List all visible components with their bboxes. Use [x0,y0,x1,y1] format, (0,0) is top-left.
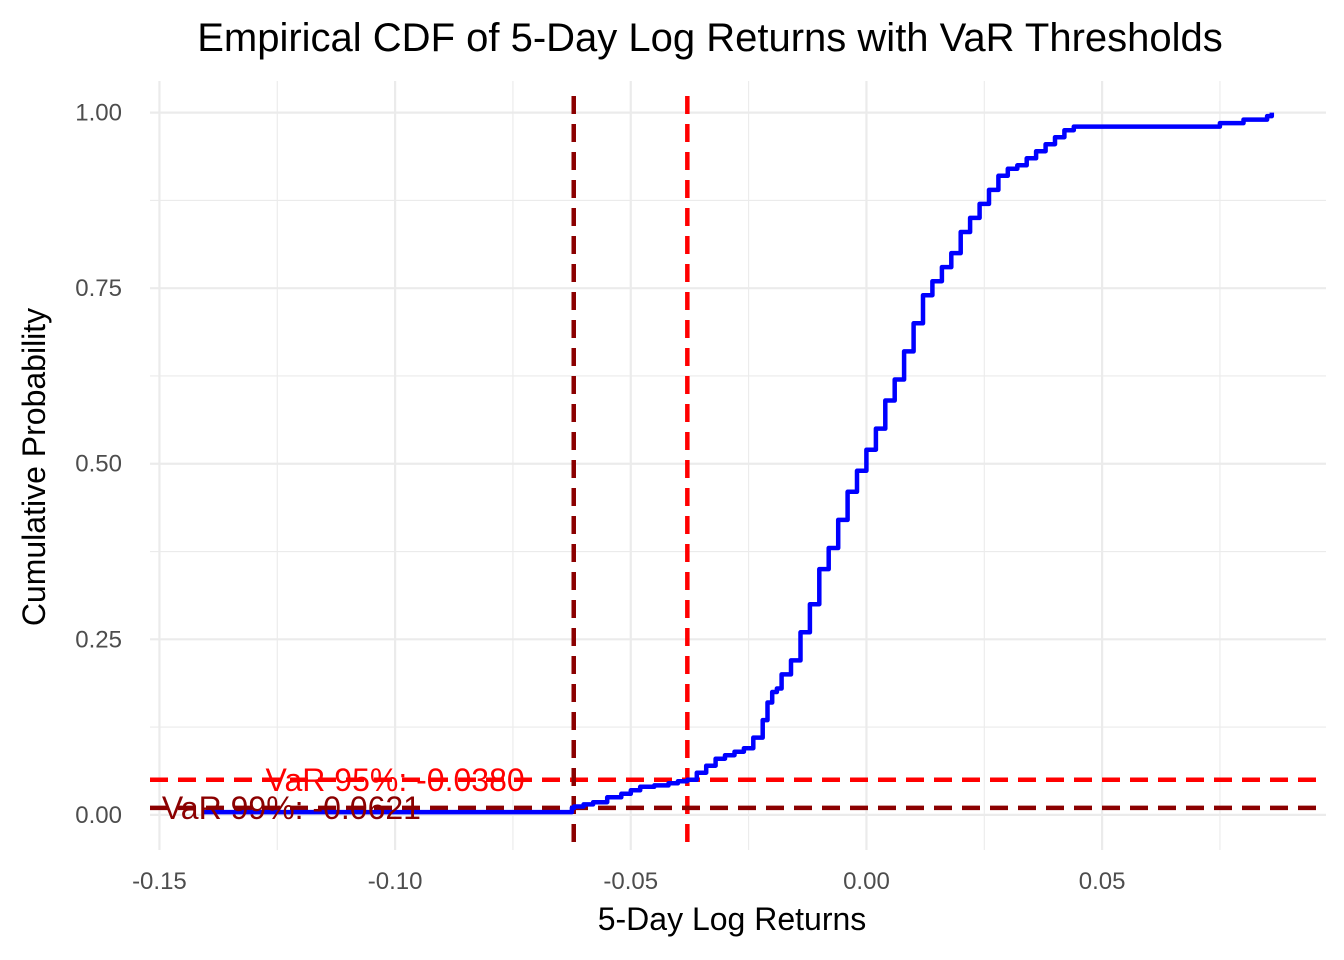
threshold-lines [150,96,1326,850]
x-axis-title: 5-Day Log Returns [598,901,867,937]
y-axis-title: Cumulative Probability [16,308,52,626]
var-threshold-label-1: VaR 99%: -0.0621 [162,790,421,826]
ecdf-series-line-0 [201,112,1275,815]
series-layer [201,112,1275,815]
y-tick-label-1: 0.25 [75,626,122,653]
y-tick-label-3: 0.75 [75,275,122,302]
y-tick-label-2: 0.50 [75,451,122,478]
x-tick-label-0: -0.15 [132,868,187,895]
x-tick-label-2: -0.05 [603,868,658,895]
chart-title: Empirical CDF of 5-Day Log Returns with … [197,16,1223,60]
y-tick-label-4: 1.00 [75,100,122,127]
y-axis-tick-labels: 0.00 0.25 0.50 0.75 1.00 [75,100,122,829]
grid-lines [150,81,1326,850]
var-threshold-label-0: VaR 95%: -0.0380 [266,762,525,798]
x-axis-tick-labels: -0.15 -0.10 -0.05 0.00 0.05 [132,868,1125,895]
y-tick-label-0: 0.00 [75,802,122,829]
x-tick-label-3: 0.00 [843,868,890,895]
x-tick-label-1: -0.10 [368,868,423,895]
x-tick-label-4: 0.05 [1079,868,1126,895]
